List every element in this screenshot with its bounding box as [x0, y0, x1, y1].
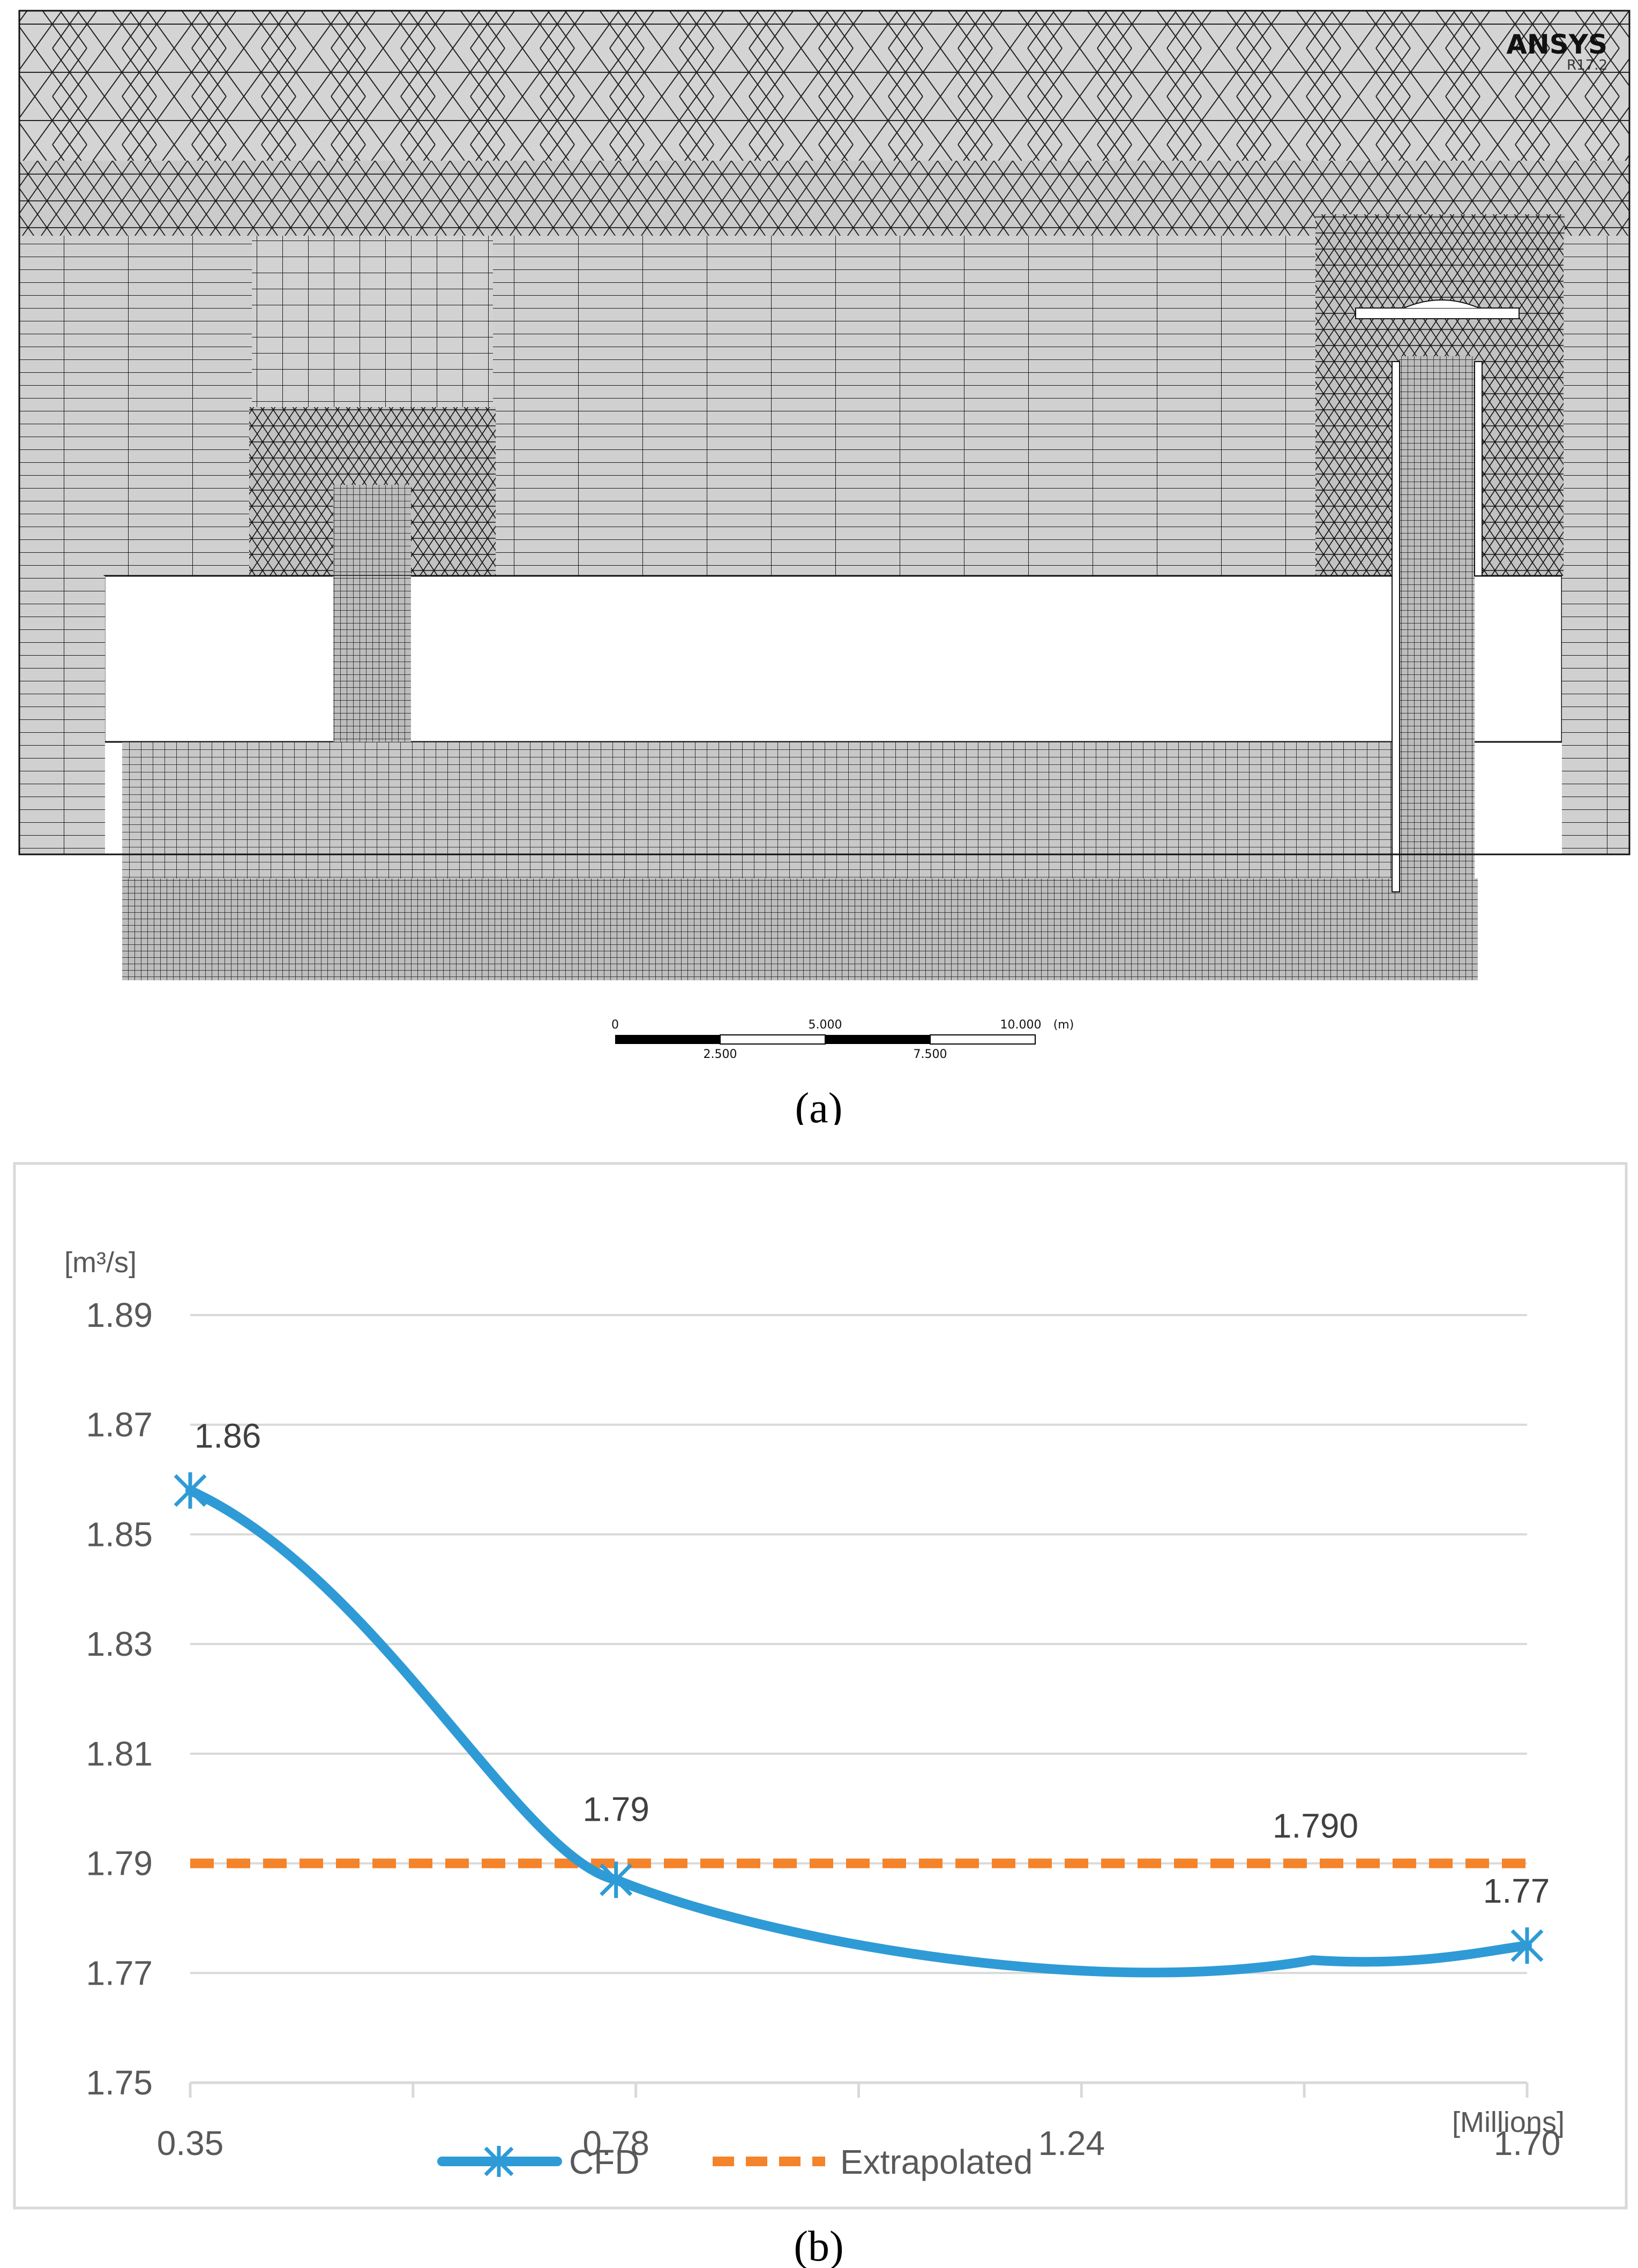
- mesh-cavity: [103, 575, 1563, 743]
- mesh-outlet-right-block: [1564, 236, 1629, 576]
- y-tick-label: 1.83: [86, 1625, 153, 1663]
- mesh-bottom-dense: [122, 878, 1478, 980]
- ansys-logo-text: ANSYS: [1506, 29, 1607, 60]
- x-tick-label: 1.70: [1494, 2124, 1561, 2162]
- mesh-inlet-pipe-lower: [333, 576, 411, 742]
- cfd-data-label: 1.79: [582, 1790, 649, 1828]
- mesh-outlet-cap: [1355, 307, 1520, 319]
- series: [174, 1472, 1544, 1978]
- ansys-version-text: R17.2: [1567, 57, 1607, 73]
- extrapolated-data-label: 1.790: [1273, 1807, 1358, 1845]
- cfd-data-label: 1.86: [195, 1417, 261, 1455]
- axes: 1.75 1.77 1.79 1.81 1.83 1.85 1.87 1.89 0.35 0.78…: [86, 1296, 1560, 2162]
- chart-frame: [13, 1162, 1628, 2210]
- scale-label-5: 5.000: [809, 1018, 842, 1032]
- y-unit-label: [m³/s]: [64, 1246, 137, 1279]
- mesh-outlet-cap-arc: [1403, 299, 1479, 309]
- scale-label-10: 10.000: [1000, 1018, 1042, 1032]
- y-tick-label: 1.81: [86, 1734, 153, 1773]
- scale-label-7-5: 7.500: [914, 1048, 947, 1061]
- cfd-marker: [1510, 1927, 1544, 1964]
- scale-bar: 0 5.000 10.000 (m) 2.500 7.500: [611, 1018, 1074, 1061]
- mesh-outlet-wall-left: [1392, 361, 1400, 892]
- mesh-column-block: [252, 236, 493, 410]
- convergence-chart: [m³/s] 1.75 1.77 1.79 1.81 1.83 1.85 1.87 1.89 0…: [13, 1162, 1628, 2268]
- scale-label-unit: (m): [1053, 1018, 1074, 1032]
- y-tick-label: 1.85: [86, 1515, 153, 1553]
- mesh-figure: ANSYS R17.2 0 5.000 10.000 (m) 2.500 7.5…: [18, 10, 1630, 1125]
- scale-label-0: 0: [611, 1018, 619, 1032]
- data-labels: 1.790 1.86 1.79 1.77: [195, 1417, 1550, 1911]
- legend: CFD Extrapolated: [437, 2143, 1033, 2181]
- cfd-marker: [174, 1472, 207, 1509]
- y-tick-label: 1.87: [86, 1406, 153, 1444]
- mesh-left-wall: [19, 576, 105, 854]
- cfd-marker: [600, 1861, 633, 1898]
- caption-a: (a): [795, 1085, 843, 1125]
- mesh-outlet-wall-right: [1474, 361, 1483, 576]
- mesh-right-wall: [1562, 576, 1629, 854]
- scale-label-2-5: 2.500: [704, 1048, 737, 1061]
- x-tick-label: 1.24: [1038, 2124, 1105, 2162]
- y-tick-label: 1.79: [86, 1844, 153, 1883]
- legend-extrapolated-label: Extrapolated: [840, 2143, 1033, 2181]
- caption-b: (b): [794, 2223, 843, 2268]
- y-tick-label: 1.75: [86, 2063, 153, 2102]
- x-tick-label: 0.78: [582, 2124, 649, 2162]
- legend-cfd-marker: [484, 2146, 514, 2177]
- cfd-line: [185, 1485, 1532, 1978]
- y-tick-label: 1.89: [86, 1296, 153, 1334]
- x-tick-label: 0.35: [157, 2124, 224, 2162]
- x-unit-label: [Millions]: [1452, 2106, 1565, 2138]
- legend-cfd-label: CFD: [569, 2143, 640, 2181]
- cfd-data-label: 1.77: [1483, 1872, 1550, 1910]
- mesh-outlet-pipe: [1400, 356, 1475, 980]
- y-tick-label: 1.77: [86, 1954, 153, 1992]
